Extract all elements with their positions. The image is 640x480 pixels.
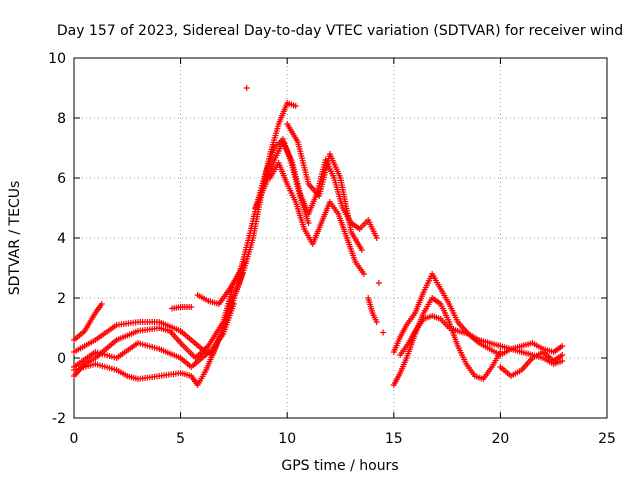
data-point [375, 280, 382, 286]
y-axis-label: SDTVAR / TECUs [7, 181, 23, 296]
chart-title: Day 157 of 2023, Sidereal Day-to-day VTE… [57, 23, 623, 39]
data-point [305, 220, 312, 226]
data-point [497, 349, 504, 355]
y-tick-label: 10 [48, 51, 66, 67]
data-point [188, 304, 195, 310]
series-trace-7 [194, 136, 312, 307]
x-tick-label: 5 [176, 431, 185, 447]
x-tick-label: 25 [598, 431, 616, 447]
data-point [373, 319, 380, 325]
data-point [559, 343, 566, 349]
data-point [292, 103, 299, 109]
x-axis: 0 5 10 15 20 25 [70, 58, 616, 447]
data-point [373, 235, 380, 241]
series-trace-9 [267, 160, 367, 277]
data-point [380, 329, 387, 336]
series-trace-14 [380, 329, 387, 336]
series-trace-12 [365, 295, 380, 325]
series-trace-8 [252, 139, 380, 241]
grid [74, 58, 607, 418]
data-point [358, 247, 365, 253]
y-axis: -2 0 2 4 6 8 10 [48, 51, 607, 427]
series-trace-1 [71, 301, 105, 343]
y-tick-label: 4 [57, 231, 66, 247]
data-point [243, 85, 250, 91]
y-tick-label: 6 [57, 171, 66, 187]
series-trace-6 [169, 304, 195, 312]
plot-frame [73, 57, 608, 419]
series-trace-15 [390, 271, 566, 358]
data-points [71, 85, 566, 388]
x-tick-label: 10 [278, 431, 296, 447]
y-tick-label: 0 [57, 351, 66, 367]
y-tick-label: -2 [52, 411, 66, 427]
series-trace-17 [397, 313, 566, 367]
data-point [360, 271, 367, 277]
series-trace-10 [284, 121, 365, 253]
data-point [559, 358, 566, 364]
x-tick-label: 0 [70, 431, 79, 447]
series-trace-11 [243, 85, 250, 91]
x-axis-label: GPS time / hours [281, 458, 398, 474]
data-point [559, 352, 566, 358]
x-tick-label: 15 [385, 431, 403, 447]
series-trace-13 [375, 280, 382, 286]
y-tick-label: 2 [57, 291, 66, 307]
data-point [98, 301, 105, 307]
x-tick-label: 20 [491, 431, 509, 447]
y-tick-label: 8 [57, 111, 66, 127]
series-trace-18 [497, 349, 566, 379]
series-trace-16 [390, 295, 504, 388]
